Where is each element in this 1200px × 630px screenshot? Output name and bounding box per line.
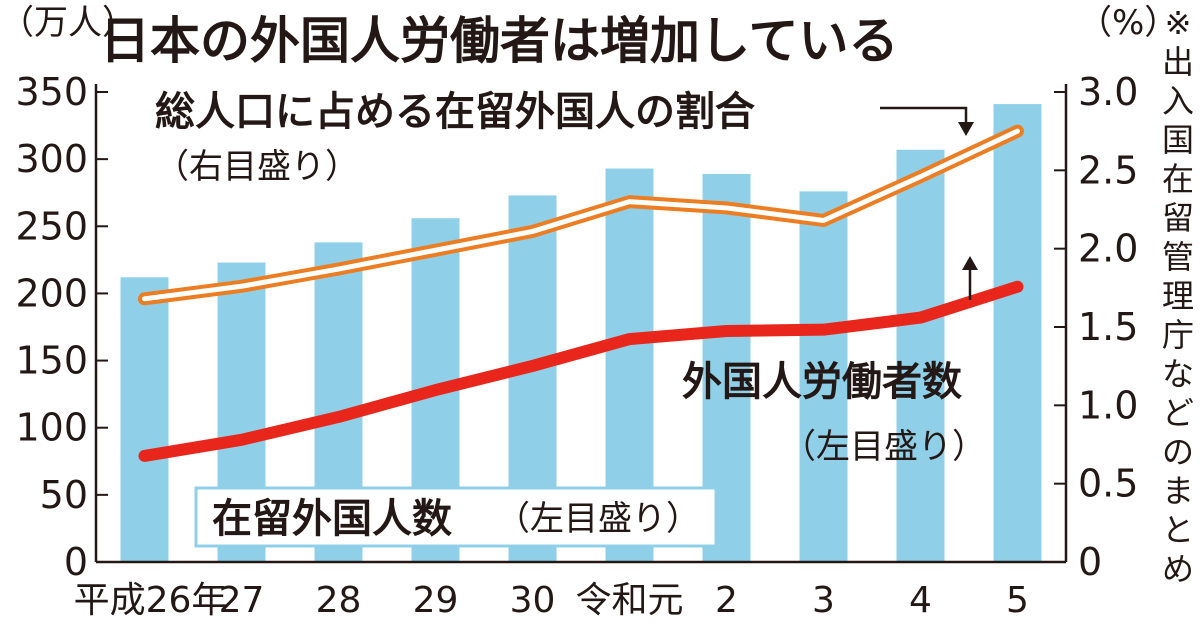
workers-line xyxy=(138,280,1024,462)
right-axis-ticks: 0 0.5 1.0 1.5 2.0 2.5 3.0 xyxy=(1054,70,1138,584)
left-tick-label-3: 150 xyxy=(15,339,88,383)
source-note-char-8: 庁 xyxy=(1162,316,1194,354)
workers-series-label: 外国人労働者数 xyxy=(682,359,962,405)
ratio-annotation: 総人口に占める在留外国人の割合 （右目盛り） xyxy=(155,89,974,187)
source-note-char-9: な xyxy=(1162,355,1194,393)
right-tick-label-0: 0 xyxy=(1078,540,1102,584)
left-axis-unit: （万人） xyxy=(0,3,136,43)
source-note-char-4: 在 xyxy=(1162,160,1194,198)
left-tick-label-6: 300 xyxy=(15,137,88,181)
source-note-char-12: ま xyxy=(1162,472,1194,510)
source-note-char-6: 管 xyxy=(1162,238,1194,276)
bar-annotation: 在留外国人数 （左目盛り） xyxy=(194,486,718,548)
right-tick-label-1: 0.5 xyxy=(1078,462,1138,506)
bar-series-note: （左目盛り） xyxy=(496,499,700,539)
workers-arrowhead xyxy=(962,256,978,270)
right-tick-label-2: 1.0 xyxy=(1078,383,1138,427)
x-tick-label-6: 2 xyxy=(715,580,738,621)
ratio-annotation-arrow xyxy=(880,106,968,128)
source-note-char-11: の xyxy=(1162,433,1194,471)
source-note-char-5: 留 xyxy=(1162,199,1194,237)
right-tick-label-5: 2.5 xyxy=(1078,148,1138,192)
source-note-char-3: 国 xyxy=(1162,121,1194,159)
bar-series-label: 在留外国人数 xyxy=(212,496,452,542)
source-note-char-13: と xyxy=(1162,511,1194,549)
x-tick-label-4: 30 xyxy=(510,580,556,621)
workers-annotation: 外国人労働者数 （左目盛り） xyxy=(682,256,986,467)
source-note-char-0: ※ xyxy=(1165,4,1192,42)
left-tick-label-1: 50 xyxy=(40,473,88,517)
x-tick-label-9: 5 xyxy=(1006,580,1029,621)
right-tick-label-3: 1.5 xyxy=(1078,305,1138,349)
x-tick-label-7: 3 xyxy=(812,580,835,621)
bar-9 xyxy=(993,104,1042,562)
source-note-char-1: 出 xyxy=(1162,43,1194,81)
bar-7 xyxy=(799,191,848,562)
ratio-arrowhead xyxy=(958,122,974,136)
bar-label-box xyxy=(194,486,718,548)
bar-0 xyxy=(120,277,169,562)
ratio-series-label: 総人口に占める在留外国人の割合 xyxy=(155,89,755,135)
chart-title: 日本の外国人労働者は増加している xyxy=(100,12,899,70)
right-tick-label-4: 2.0 xyxy=(1078,227,1138,271)
x-tick-label-3: 29 xyxy=(413,580,459,621)
line-series xyxy=(138,124,1024,462)
axes xyxy=(94,84,1068,564)
ratio-line-inner xyxy=(142,128,1020,302)
left-tick-label-5: 250 xyxy=(15,204,88,248)
right-axis-unit: （%） xyxy=(1078,3,1178,43)
left-tick-label-2: 100 xyxy=(15,406,88,450)
x-tick-label-1: 27 xyxy=(219,580,265,621)
source-note-char-7: 理 xyxy=(1162,277,1194,315)
left-tick-label-4: 200 xyxy=(15,271,88,315)
ratio-series-note: （右目盛り） xyxy=(155,147,359,187)
x-tick-label-5: 令和元 xyxy=(575,580,683,621)
source-note-char-14: め xyxy=(1162,550,1194,588)
x-tick-label-8: 4 xyxy=(909,580,932,621)
workers-series-note: （左目盛り） xyxy=(782,427,986,467)
left-tick-label-0: 0 xyxy=(64,540,88,584)
source-note-char-2: 入 xyxy=(1162,82,1194,120)
left-axis-ticks: 0 50 100 150 200 250 300 350 xyxy=(15,70,108,584)
left-tick-label-7: 350 xyxy=(15,70,88,114)
x-tick-label-0: 平成26年 xyxy=(74,580,228,621)
bar-8 xyxy=(896,149,945,562)
source-note-char-10: ど xyxy=(1162,394,1194,432)
x-tick-label-2: 28 xyxy=(316,580,362,621)
right-tick-label-6: 3.0 xyxy=(1078,70,1138,114)
